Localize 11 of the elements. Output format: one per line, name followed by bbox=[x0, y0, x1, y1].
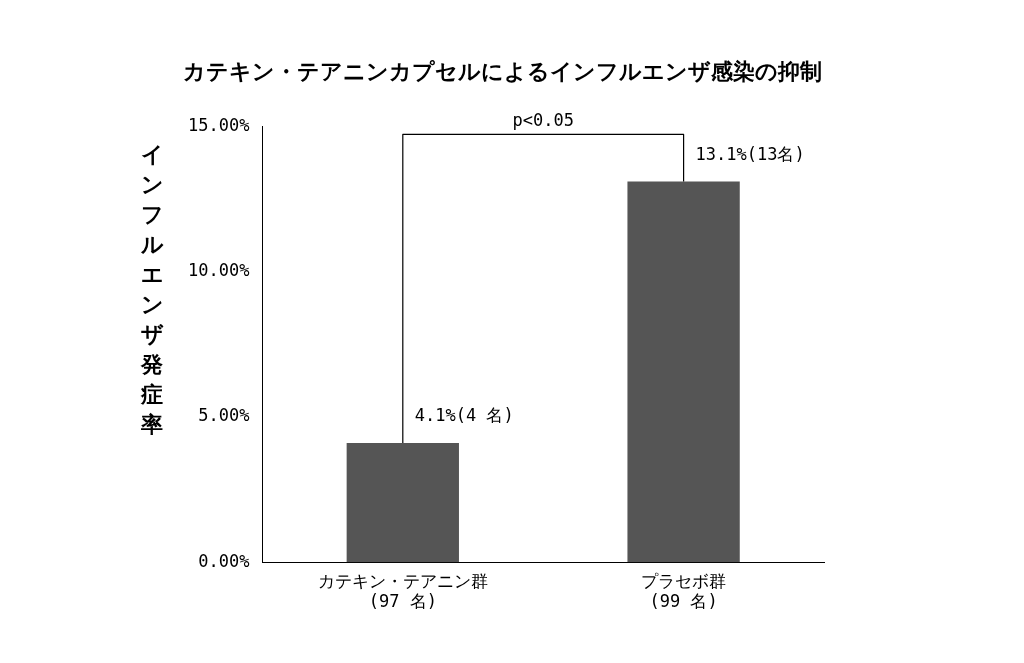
y-tick-label: 15.00% bbox=[187, 114, 250, 135]
annotation: p<0.05 bbox=[512, 110, 574, 131]
y-tick-label: 5.00% bbox=[198, 405, 250, 426]
x-tick-label: カテキン・テアニン群 (97 名) bbox=[317, 570, 488, 612]
x-tick-label: プラセボ群 (99 名) bbox=[641, 570, 727, 612]
data-label: 4.1%(4 名) bbox=[414, 405, 514, 425]
y-tick-label: 0.00% bbox=[198, 550, 250, 571]
text: インフルエンザ発症率 bbox=[140, 142, 164, 437]
y-tick-label: 10.00% bbox=[187, 260, 250, 281]
data-label: 13.1%(13名) bbox=[695, 143, 805, 164]
chart-title: カテキン・テアニンカプセルによるインフルエンザ感染の抑制 bbox=[182, 57, 822, 84]
